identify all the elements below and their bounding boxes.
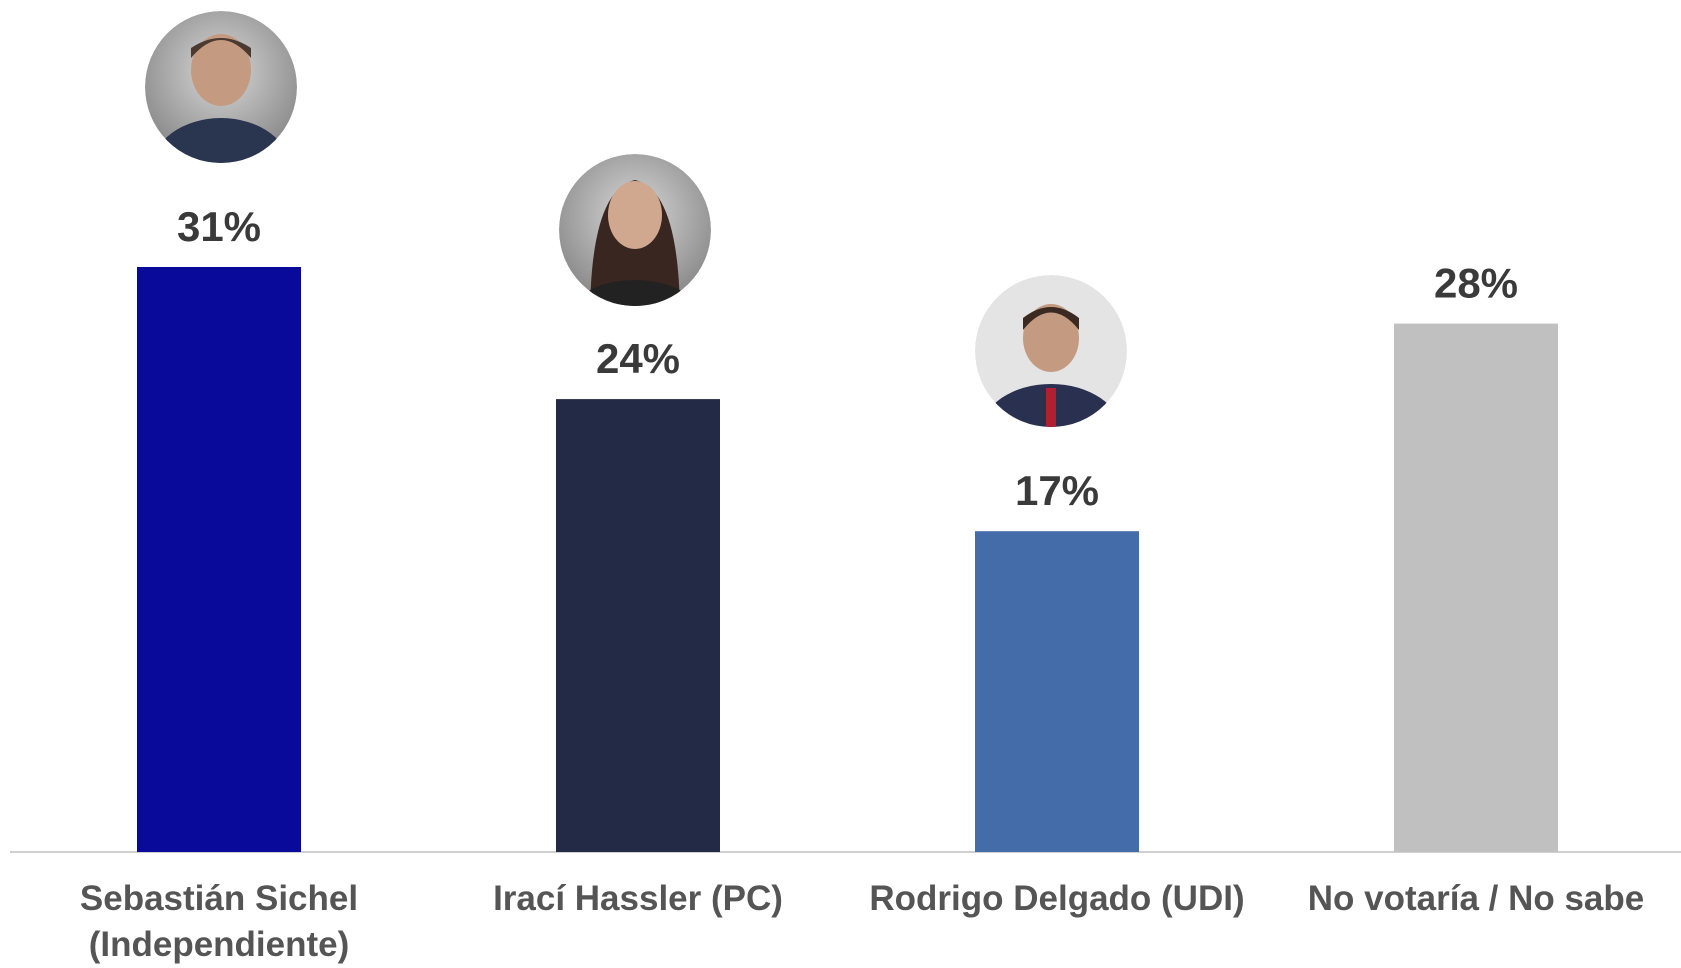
bar [556, 399, 720, 852]
value-label: 17% [1015, 467, 1099, 514]
category-label: No votaría / No sabe [1276, 876, 1676, 922]
value-label: 31% [177, 203, 261, 250]
bar [975, 531, 1139, 852]
chart: 31% 24% 17% 28% [0, 0, 1681, 967]
candidate-photo [559, 154, 711, 340]
bar [137, 267, 301, 852]
bar [1394, 324, 1558, 852]
candidate-photo [975, 275, 1127, 480]
candidate-photo [145, 11, 297, 222]
value-label: 24% [596, 335, 680, 382]
category-label: Rodrigo Delgado (UDI) [857, 876, 1257, 922]
page: 31%24%17%28% (() => { const data = JSON.… [0, 0, 1681, 967]
value-label: 28% [1434, 260, 1518, 307]
category-label: Sebastián Sichel (Independiente) [19, 876, 419, 968]
category-label: Irací Hassler (PC) [438, 876, 838, 922]
